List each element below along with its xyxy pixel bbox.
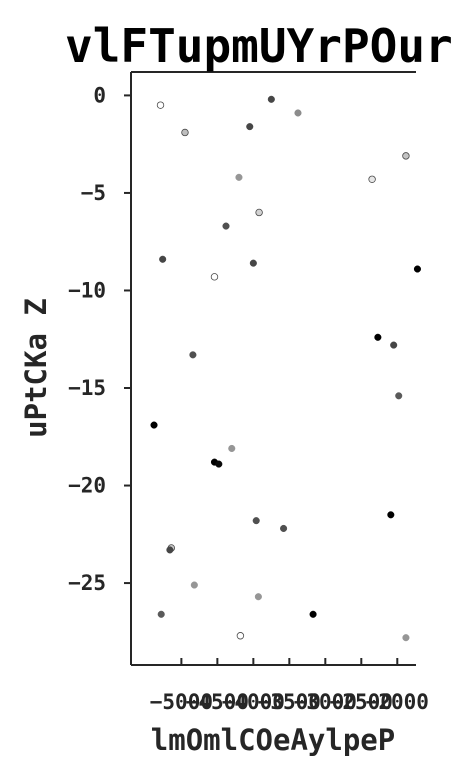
y-tick-label: −25 <box>68 571 106 595</box>
data-point <box>402 152 410 160</box>
data-point <box>309 610 317 618</box>
data-point <box>190 581 198 589</box>
chart-title: vlFTupmUYrPOur <box>65 19 453 73</box>
data-point <box>390 341 398 349</box>
data-point <box>267 95 275 103</box>
y-tick-label: −10 <box>68 278 106 302</box>
data-point <box>166 546 174 554</box>
x-axis-title: lmOmlCOeAylpeP <box>151 723 395 757</box>
data-point <box>228 444 236 453</box>
data-point <box>280 524 288 533</box>
data-point <box>181 128 189 137</box>
data-point <box>395 392 403 400</box>
data-point <box>156 101 165 109</box>
y-axis-title: uPtCKa Z <box>19 298 53 438</box>
data-point <box>368 175 376 183</box>
data-point <box>252 517 260 525</box>
x-ticks: −5000−4500−4000−3500−3000−2500−2000 <box>150 658 429 714</box>
data-point <box>150 421 158 429</box>
data-point <box>249 259 257 267</box>
data-point <box>236 632 245 640</box>
y-tick-label: −15 <box>68 376 106 400</box>
data-point <box>374 333 382 341</box>
x-tick-label: −4000 <box>222 690 285 714</box>
y-tick-label: −20 <box>68 474 106 498</box>
data-point <box>387 511 395 519</box>
data-point <box>189 351 197 359</box>
data-point <box>246 123 254 131</box>
x-tick-label: −5000 <box>150 690 213 714</box>
data-point <box>222 222 230 230</box>
data-point <box>215 460 223 468</box>
data-point <box>210 273 219 281</box>
data-point <box>294 109 302 117</box>
points-layer <box>150 95 421 642</box>
x-tick-label: −4500 <box>186 690 249 714</box>
x-tick-label: −3000 <box>294 690 357 714</box>
y-tick-label: 0 <box>93 83 106 107</box>
data-point <box>157 610 165 618</box>
data-point <box>413 265 421 273</box>
data-point <box>254 593 262 601</box>
x-tick-label: −2000 <box>366 690 429 714</box>
x-tick-label: −3500 <box>258 690 321 714</box>
x-tick-label: −2500 <box>330 690 393 714</box>
y-ticks: 0 −5 −10 −15 −20 −25 <box>68 83 131 595</box>
data-point <box>159 255 167 263</box>
data-point <box>235 173 243 181</box>
axes-layer <box>130 71 416 666</box>
y-tick-label: −5 <box>81 181 106 205</box>
data-point <box>402 634 410 642</box>
data-point <box>255 208 263 217</box>
